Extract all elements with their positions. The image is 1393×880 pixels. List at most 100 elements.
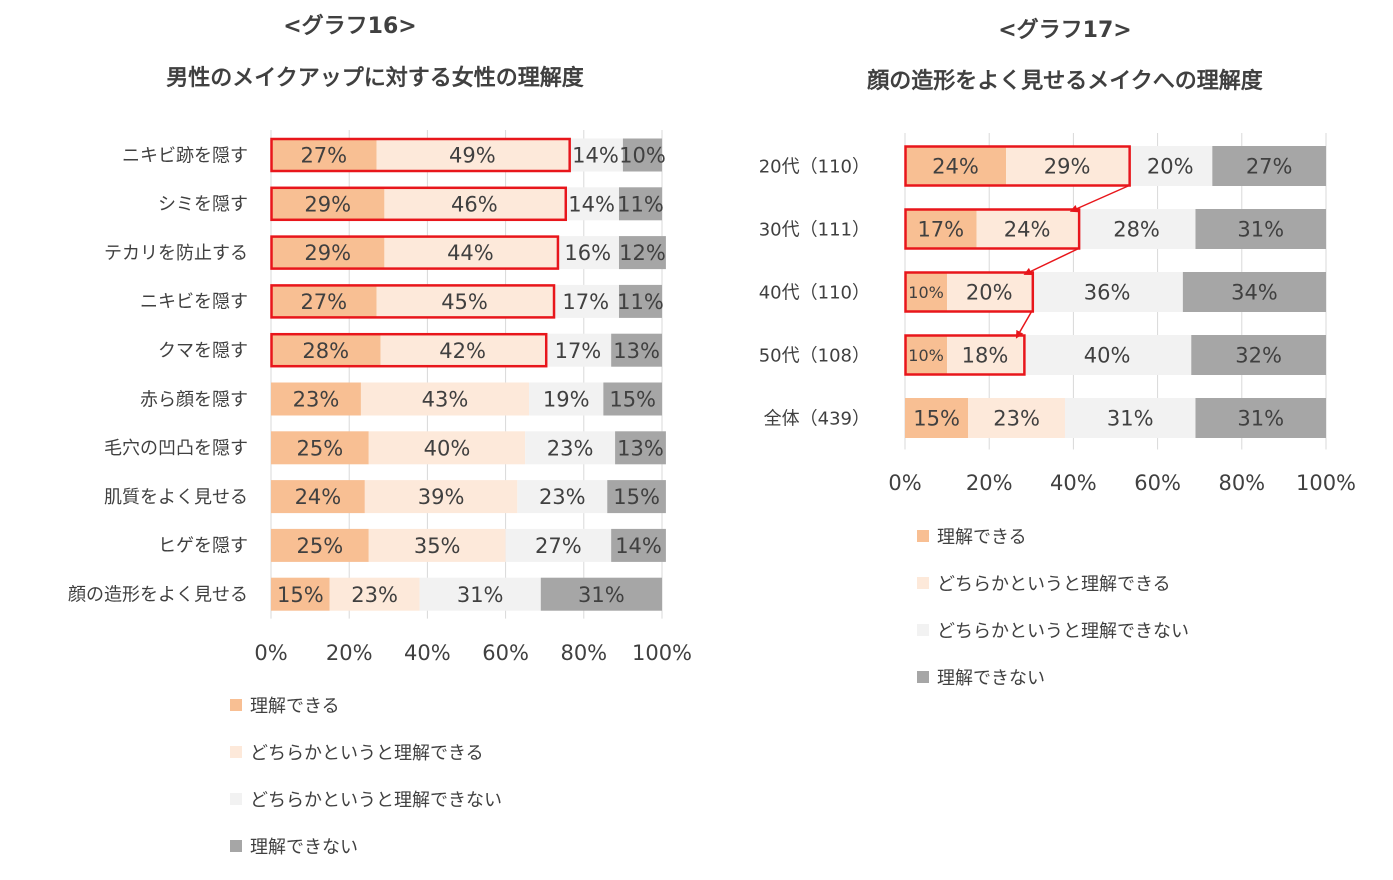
chart16-data-label: 12%: [619, 241, 666, 265]
chart16-bar-segment: [271, 333, 381, 367]
chart17-bar-segment: [905, 335, 948, 375]
chart17-legend-item: 理解できない: [917, 664, 1189, 690]
chart17-bar-segment: [1182, 272, 1326, 312]
chart16-data-label: 19%: [543, 388, 590, 412]
chart16-data-label: 31%: [578, 583, 625, 607]
chart16-data-label: 46%: [451, 192, 498, 216]
chart16-data-label: 25%: [297, 436, 344, 460]
chart16-bar-segment: [615, 431, 666, 465]
chart16-data-label: 42%: [439, 339, 486, 363]
chart16-data-label: 29%: [304, 192, 351, 216]
chart16-x-tick-label: 0%: [254, 641, 287, 665]
chart17-bar-segment: [905, 146, 1007, 186]
chart16-legend-swatch: [230, 746, 242, 758]
chart16-bar-segment: [329, 577, 420, 611]
chart16-data-label: 35%: [414, 534, 461, 558]
chart16-legend-item: 理解できない: [230, 833, 502, 859]
chart17-x-tick-label: 0%: [888, 471, 921, 495]
chart17-bar-segment: [1212, 146, 1326, 186]
chart17-bar-segment: [1195, 209, 1326, 249]
chart-17-title: 顔の造形をよく見せるメイクへの理解度: [867, 69, 1263, 94]
chart16-data-label: 14%: [568, 192, 615, 216]
chart16-bar-segment: [611, 333, 662, 367]
chart16-bar-segment: [564, 187, 619, 221]
chart17-data-label: 36%: [1084, 281, 1131, 305]
chart16-bar-segment: [271, 382, 361, 416]
chart16-bar-segment: [271, 431, 369, 465]
chart-17-legend: 理解できる どちらかというと理解できる どちらかというと理解できない 理解できない: [917, 523, 1189, 711]
chart17-bar-segment: [1191, 335, 1326, 375]
chart16-bar-segment: [607, 480, 666, 514]
chart16-bar-segment: [568, 138, 623, 172]
chart16-bar-segment: [552, 284, 619, 318]
chart16-data-label: 27%: [300, 144, 347, 168]
chart17-x-tick-label: 20%: [966, 471, 1013, 495]
chart17-data-label: 10%: [908, 283, 944, 302]
chart17-bar-segment: [976, 209, 1078, 249]
chart17-data-label: 27%: [1246, 155, 1293, 179]
chart17-data-label: 28%: [1113, 218, 1160, 242]
chart17-x-tick-label: 100%: [1296, 471, 1356, 495]
chart17-category-label: 50代（108）: [759, 345, 870, 366]
chart16-bar-segment: [618, 284, 662, 318]
chart-16-heading: <グラフ16>: [283, 14, 417, 39]
chart16-data-label: 15%: [609, 388, 656, 412]
chart16-data-label: 28%: [302, 339, 349, 363]
chart17-bar-segment: [947, 335, 1023, 375]
chart16-bar-segment: [525, 431, 616, 465]
chart16-bar-segment: [368, 431, 526, 465]
chart16-data-label: 23%: [351, 583, 398, 607]
chart17-data-label: 18%: [962, 344, 1009, 368]
chart17-bar-segment: [968, 398, 1065, 438]
chart17-data-label: 20%: [966, 281, 1013, 305]
chart16-data-label: 29%: [304, 241, 351, 265]
chart17-legend-item: どちらかというと理解できる: [917, 570, 1189, 596]
chart16-data-label: 25%: [297, 534, 344, 558]
chart17-x-tick-label: 80%: [1218, 471, 1265, 495]
chart17-bar-segment: [905, 398, 969, 438]
chart16-legend-label: どちらかというと理解できない: [250, 790, 502, 811]
chart16-data-label: 24%: [295, 485, 342, 509]
chart17-bar-segment: [1077, 209, 1196, 249]
chart-16-title: 男性のメイクアップに対する女性の理解度: [166, 66, 584, 91]
chart16-bar-segment: [540, 577, 662, 611]
chart17-data-label: 24%: [932, 155, 979, 179]
chart16-data-label: 23%: [547, 436, 594, 460]
chart16-highlight-box: [270, 332, 548, 368]
chart17-legend-item: どちらかというと理解できない: [917, 617, 1189, 643]
chart16-category-label: 顔の造形をよく見せる: [68, 585, 248, 606]
chart16-category-label: 毛穴の凹凸を隠す: [104, 438, 248, 459]
chart16-data-label: 31%: [457, 583, 504, 607]
chart16-data-label: 43%: [422, 388, 469, 412]
chart16-bar-segment: [271, 480, 365, 514]
chart16-bar-segment: [271, 138, 377, 172]
chart17-data-label: 15%: [913, 407, 960, 431]
chart17-legend-label: どちらかというと理解できる: [937, 574, 1171, 595]
chart16-highlight-box: [270, 186, 567, 222]
chart16-legend-label: 理解できない: [250, 837, 358, 858]
chart16-category-label: テカリを防止する: [104, 243, 248, 264]
chart16-data-label: 13%: [613, 339, 660, 363]
chart16-bar-segment: [271, 236, 385, 270]
chart16-x-tick-label: 60%: [482, 641, 529, 665]
chart16-bar-segment: [271, 577, 330, 611]
chart17-data-label: 32%: [1235, 344, 1282, 368]
chart17-legend-swatch: [917, 577, 929, 589]
chart17-bar-segment: [1128, 146, 1213, 186]
chart16-bar-segment: [360, 382, 530, 416]
chart17-highlight-arrow: [1015, 311, 1032, 339]
chart16-legend-label: どちらかというと理解できる: [250, 743, 484, 764]
chart17-data-label: 10%: [908, 346, 944, 365]
chart16-highlight-box: [270, 235, 560, 270]
chart17-legend-label: どちらかというと理解できない: [937, 621, 1189, 642]
chart17-x-tick-label: 60%: [1134, 471, 1181, 495]
chart16-bar-segment: [376, 284, 553, 318]
chart17-bar-segment: [1031, 272, 1183, 312]
chart16-data-label: 39%: [418, 485, 465, 509]
chart16-data-label: 10%: [619, 144, 666, 168]
chart16-data-label: 11%: [617, 192, 664, 216]
chart-16: <グラフ16> 男性のメイクアップに対する女性の理解度 0% 20% 40% 60% 8…: [0, 0, 700, 873]
chart16-x-tick-label: 80%: [560, 641, 607, 665]
chart16-bar-segment: [419, 577, 541, 611]
chart16-bar-segment: [271, 284, 377, 318]
